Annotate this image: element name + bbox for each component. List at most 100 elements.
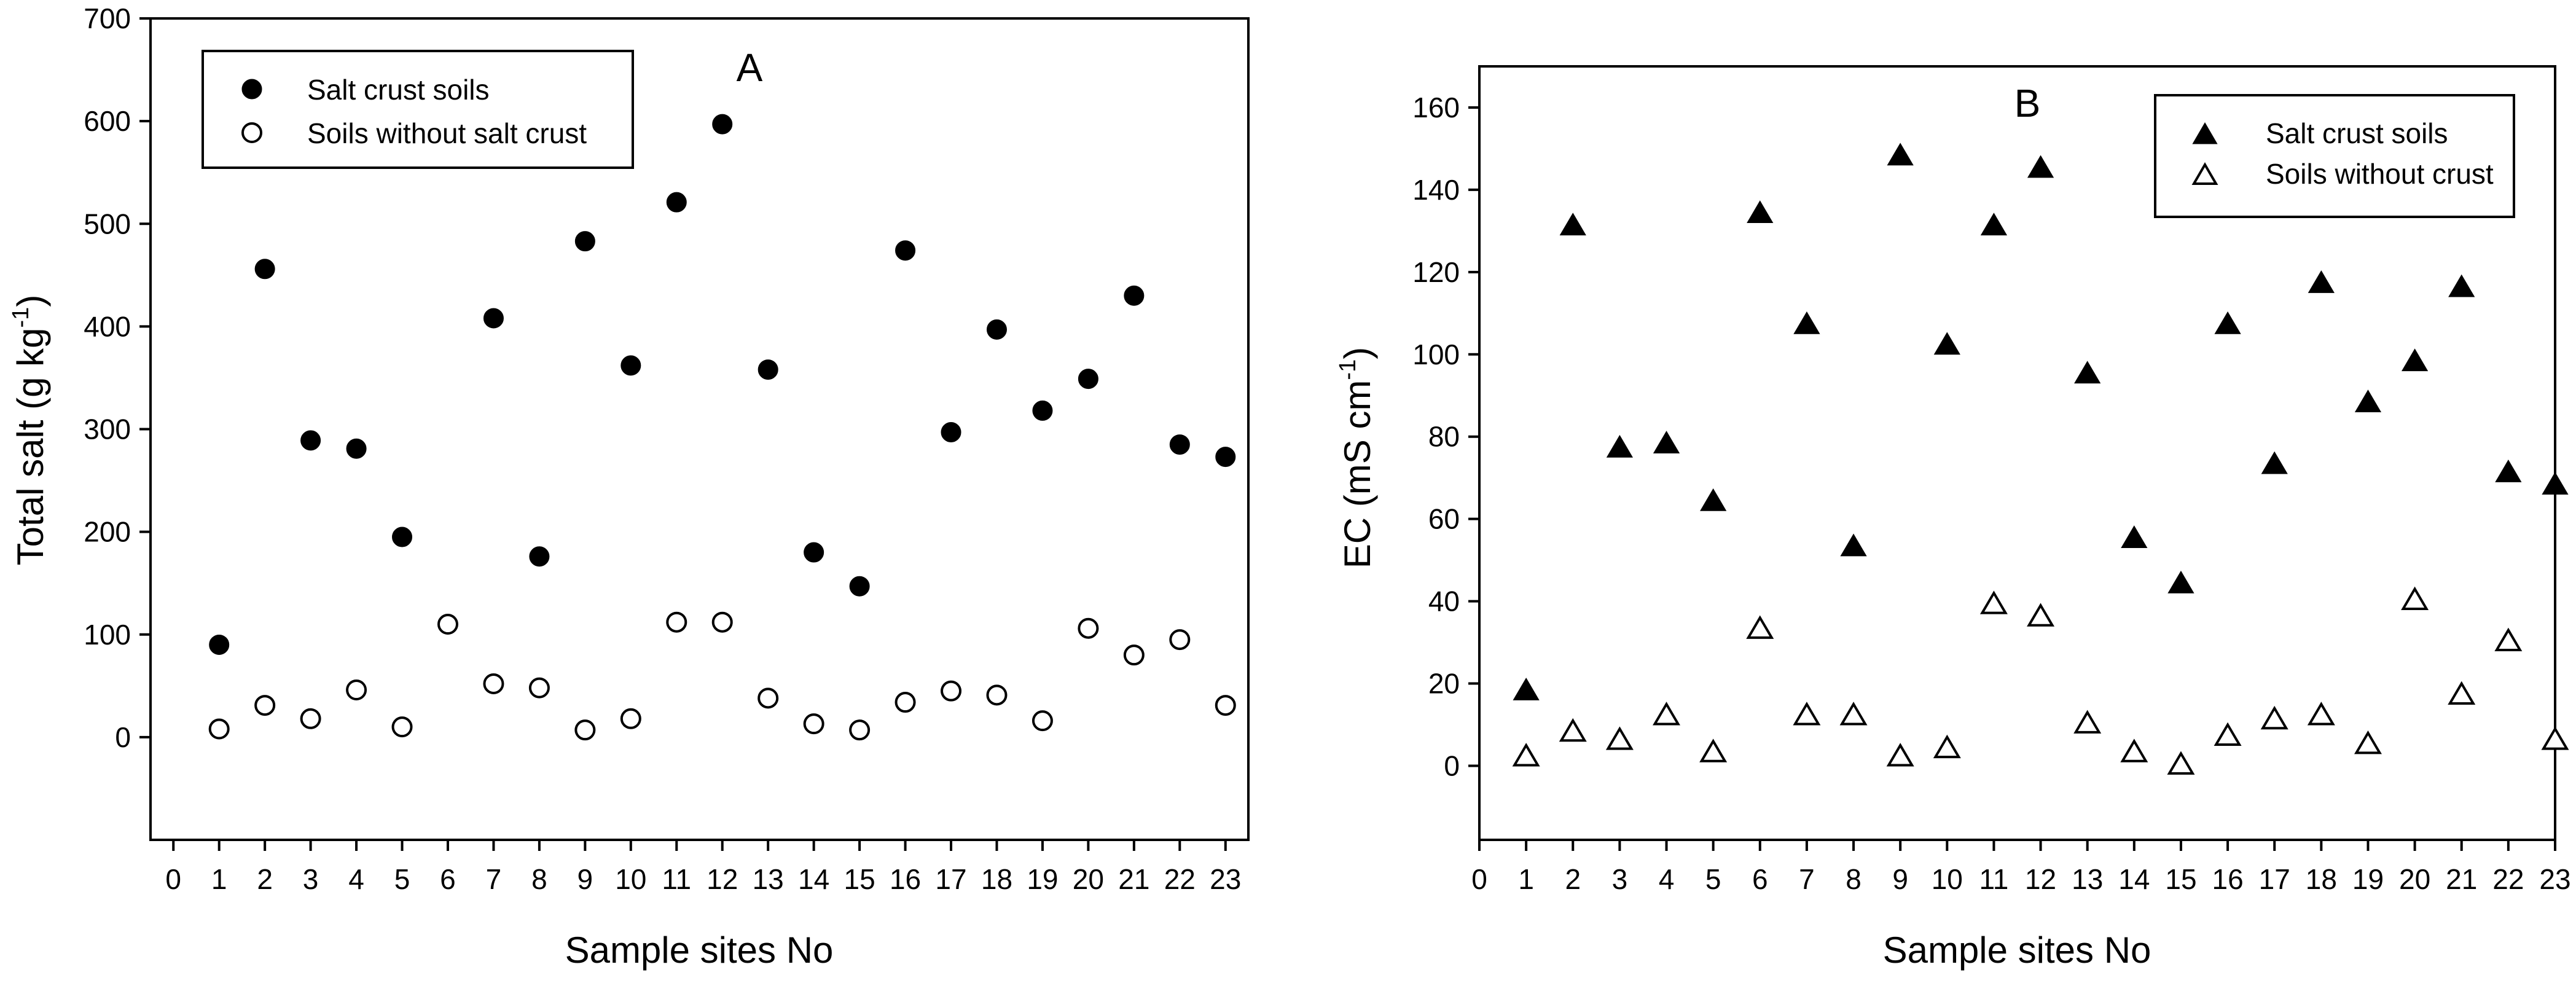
panel-b-point-salt-crust [2401, 348, 2429, 372]
panel-b-x-tick-label: 10 [1932, 863, 1963, 895]
panel-a-point-without-crust [574, 719, 596, 741]
panel-b-point-without-crust [1839, 702, 1868, 726]
panel-a-legend-marker-salt-crust [241, 79, 262, 100]
panel-b-x-tick-label: 13 [2072, 863, 2103, 895]
panel-a-point-salt-crust [1032, 400, 1053, 421]
panel-b-label: B [2014, 81, 2041, 125]
panel-a-point-without-crust [300, 708, 321, 729]
panel-a-point-without-crust [1123, 644, 1145, 666]
panel-a-x-tick-label: 20 [1073, 863, 1104, 895]
panel-a-y-axis-title-sup: -1 [8, 307, 34, 328]
panel-a-y-tick-label: 100 [84, 619, 131, 651]
panel-a-label: A [737, 45, 763, 90]
panel-a-point-salt-crust [254, 259, 275, 280]
panel-b-point-without-crust [2448, 681, 2476, 705]
panel-a-point-salt-crust [666, 192, 687, 213]
panel-b-point-without-crust [1979, 590, 2008, 614]
panel-b-point-without-crust [2214, 722, 2242, 746]
panel-a-point-salt-crust [574, 231, 595, 252]
panel-b-x-tick-label: 15 [2165, 863, 2196, 895]
panel-a-x-tick-label: 12 [707, 863, 738, 895]
panel-a-point-without-crust [1078, 617, 1099, 639]
panel-b-y-tick-label: 160 [1412, 92, 1460, 123]
panel-a-x-tick-label: 5 [394, 863, 410, 895]
panel-a-x-tick-label: 9 [577, 863, 593, 895]
panel-b-y-tick-label: 80 [1428, 421, 1460, 453]
panel-b-point-without-crust [1746, 615, 1774, 639]
panel-a-x-tick-label: 15 [844, 863, 875, 895]
panel-b-point-salt-crust [2448, 274, 2475, 297]
panel-b-point-without-crust [1886, 743, 1914, 767]
panel-b-point-without-crust [2120, 738, 2148, 762]
panel-a-point-without-crust [346, 679, 367, 700]
panel-b-x-tick-label: 19 [2352, 863, 2384, 895]
panel-b-point-without-crust [1605, 726, 1634, 750]
panel-a-point-salt-crust [529, 546, 550, 567]
panel-a-y-axis-title-main: Total salt (g kg [10, 327, 51, 565]
panel-b-point-without-crust [1933, 734, 1961, 759]
panel-b-point-without-crust [1559, 718, 1587, 742]
panel-b-y-axis-title-main: EC (mS cm [1337, 380, 1378, 569]
panel-b-x-tick-label: 11 [1979, 863, 2009, 895]
panel-b-point-without-crust [2494, 627, 2523, 651]
panel-b-point-salt-crust [2121, 525, 2148, 549]
panel-b-x-tick-label: 18 [2306, 863, 2337, 895]
panel-b-point-salt-crust [2074, 361, 2101, 384]
panel-a-y-tick-label: 0 [115, 721, 131, 753]
panel-a-x-tick-label: 16 [890, 863, 921, 895]
panel-b-x-tick-label: 16 [2212, 863, 2244, 895]
panel-b-y-tick-label: 140 [1412, 174, 1460, 206]
panel-a-point-without-crust [758, 687, 779, 709]
panel-a-x-tick-label: 21 [1118, 863, 1149, 895]
panel-b-point-without-crust [2027, 603, 2055, 627]
panel-a-y-tick-label: 300 [84, 413, 131, 445]
panel-a-point-without-crust [711, 611, 733, 633]
panel-b-legend: Salt crust soils Soils without crust [2154, 94, 2515, 218]
panel-a-x-tick-label: 18 [981, 863, 1012, 895]
panel-a-x-tick-label: 19 [1027, 863, 1058, 895]
panel-a-point-without-crust [483, 673, 504, 694]
panel-b-point-salt-crust [1747, 200, 1774, 223]
panel-a-x-tick-label: 7 [486, 863, 502, 895]
panel-b-x-tick-label: 17 [2259, 863, 2290, 895]
panel-a-point-salt-crust [804, 542, 824, 563]
panel-b-x-axis-title: Sample sites No [1883, 930, 2151, 971]
panel-a-x-axis: 0 1 2 3 4 5 6 7 8 9 10 11 12 13 14 15 16 17 18 19 20 21 22 23 [165, 840, 1241, 895]
panel-a-legend-label-salt-crust: Salt crust soils [307, 74, 490, 106]
panel-a-y-tick-label: 200 [84, 516, 131, 548]
panel-b-point-salt-crust [1653, 431, 1680, 454]
panel-b-y-axis-title-tail: ) [1337, 347, 1378, 359]
panel-b-y-tick-label: 20 [1428, 668, 1460, 700]
panel-a-point-without-crust [254, 695, 276, 716]
panel-b-x-tick-label: 4 [1659, 863, 1675, 895]
panel-b-y-tick-label: 40 [1428, 585, 1460, 617]
panel-b-point-without-crust [1793, 702, 1821, 726]
panel-b-point-without-crust [2167, 751, 2195, 775]
panel-a-x-axis-title: Sample sites No [565, 930, 834, 971]
panel-a-point-without-crust [895, 692, 916, 713]
panel-b-y-tick-label: 0 [1444, 750, 1460, 781]
panel-b-legend-label-salt-crust: Salt crust soils [2266, 117, 2448, 149]
panel-a-point-salt-crust [209, 634, 230, 655]
panel-a-point-without-crust [1215, 695, 1236, 716]
panel-a-y-tick-label: 400 [84, 310, 131, 342]
panel-b-data-points [1512, 143, 2569, 775]
panel-a-y-tick-label: 600 [84, 105, 131, 137]
panel-a-point-salt-crust [300, 430, 321, 451]
panel-a-point-salt-crust [986, 319, 1007, 340]
panel-a-point-without-crust [986, 684, 1008, 706]
panel-a-point-salt-crust [346, 438, 367, 459]
panel-b-x-tick-label: 21 [2446, 863, 2477, 895]
panel-b-point-salt-crust [2542, 472, 2569, 495]
panel-b-legend-marker-salt-crust [2192, 122, 2218, 144]
panel-a-point-salt-crust [1124, 285, 1145, 306]
panel-b-point-without-crust [2307, 702, 2335, 726]
panel-a-x-tick-label: 13 [753, 863, 784, 895]
panel-a-x-tick-label: 3 [303, 863, 319, 895]
panel-b-point-without-crust [2073, 710, 2102, 734]
panel-b-point-salt-crust [1700, 488, 1727, 511]
panel-b-x-tick-label: 1 [1518, 863, 1534, 895]
panel-b-point-salt-crust [1513, 677, 1540, 700]
